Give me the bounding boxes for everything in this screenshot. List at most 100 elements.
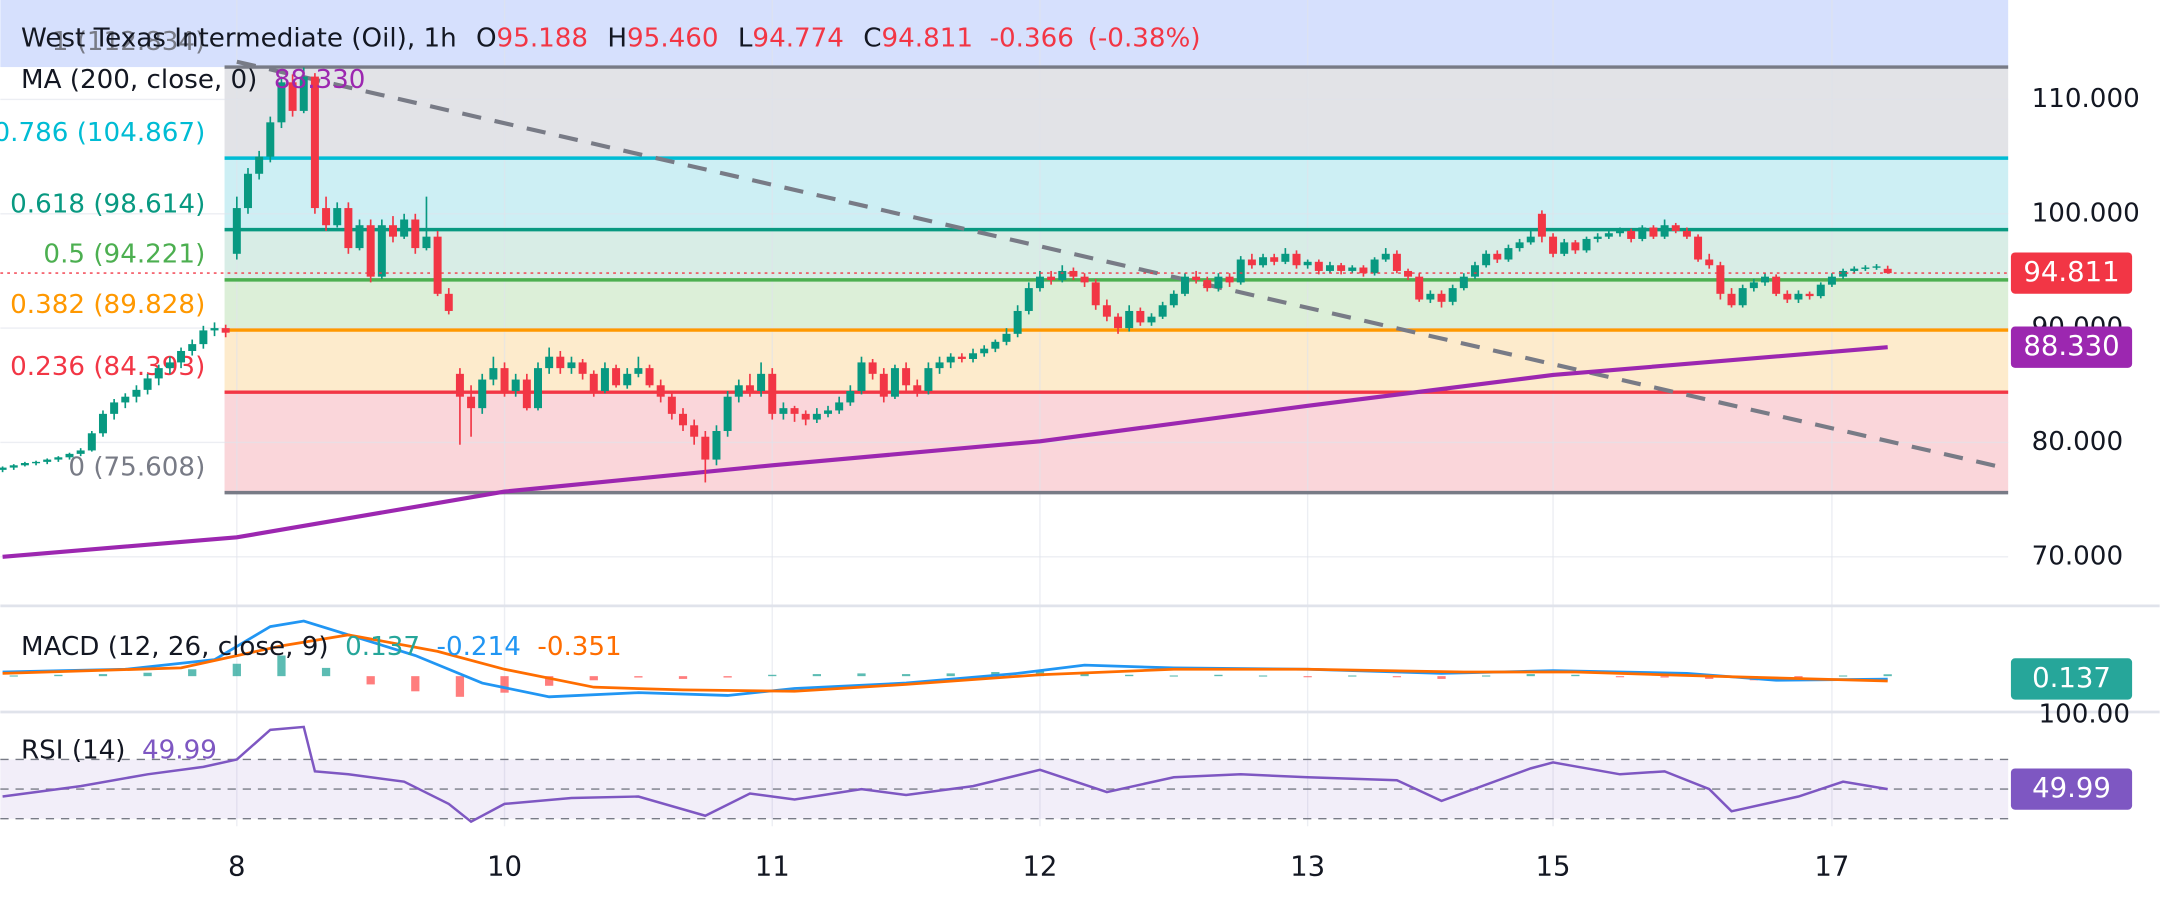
candle-body <box>1649 227 1658 237</box>
candle-body <box>1515 242 1524 249</box>
candle-body <box>701 436 710 460</box>
macd-badge: 0.137 <box>2032 662 2111 694</box>
candle-body <box>1247 259 1256 266</box>
candle-body <box>1292 253 1301 266</box>
candle-body <box>969 353 978 359</box>
signal-line <box>2 633 1888 693</box>
candle-body <box>1437 293 1446 302</box>
macd-histogram-bar <box>455 676 465 697</box>
candle-body <box>1270 257 1279 262</box>
candle-body <box>957 356 966 359</box>
trendline <box>236 59 2009 471</box>
candle-body <box>1214 276 1223 289</box>
candle-body <box>1615 230 1624 234</box>
ohlc-label: L <box>738 23 753 53</box>
macd-histogram-bar <box>634 676 643 678</box>
candle-body <box>1872 266 1881 268</box>
candle-body <box>1169 293 1178 306</box>
candle-body <box>411 219 420 249</box>
x-tick-label: 8 <box>228 851 246 883</box>
x-tick-label: 10 <box>487 851 522 883</box>
candle-body <box>1225 276 1234 283</box>
candle-body <box>1325 265 1334 271</box>
candle-body <box>1426 293 1435 300</box>
y-tick-label: 110.000 <box>2032 84 2140 114</box>
ma-badge: 88.330 <box>2023 330 2119 362</box>
candle-body <box>433 236 442 294</box>
x-tick-label: 17 <box>1814 851 1849 883</box>
candle-body <box>1337 265 1346 271</box>
candle-body <box>902 368 911 386</box>
candle-body <box>991 341 1000 349</box>
macd-badge-background <box>2010 658 2133 700</box>
candle-body <box>679 413 688 426</box>
candle-body <box>344 208 353 249</box>
candle-body <box>656 385 665 397</box>
candle-body <box>1761 276 1769 283</box>
candle-body <box>232 208 241 254</box>
macd-histogram-bar <box>1392 676 1402 678</box>
candle-body <box>9 465 18 468</box>
macd-histogram-bar <box>188 669 197 677</box>
candle-body <box>1136 310 1145 323</box>
candle-body <box>32 461 41 464</box>
change-value: -0.366 <box>990 23 1074 53</box>
candle-body <box>1727 293 1736 306</box>
price-legend: West Texas Intermediate (Oil), 1h O95.188… <box>21 23 1201 53</box>
candle-body <box>1749 282 1758 289</box>
candle-body <box>400 219 409 237</box>
macd-histogram-bar <box>1883 674 1892 677</box>
candle-body <box>422 236 431 249</box>
candle-body <box>556 356 565 369</box>
macd-histogram-bar <box>1169 675 1178 677</box>
candle-body <box>76 450 85 454</box>
price-badge: 94.811 <box>2023 256 2119 288</box>
macd-histogram-bar <box>946 673 955 677</box>
ohlc-label: C <box>863 23 881 53</box>
candle-body <box>534 368 542 409</box>
y-tick-label: 70.000 <box>2032 541 2124 571</box>
candle-body <box>1370 259 1379 274</box>
macd-legend: MACD (12, 26, close, 9) 0.137 -0.214 -0.351 <box>21 632 622 662</box>
candle-body <box>299 76 308 111</box>
candle-body <box>913 385 922 391</box>
candle-body <box>266 122 275 157</box>
candle-body <box>143 378 152 390</box>
macd-histogram-bar <box>9 675 18 677</box>
macd-histogram-bar <box>545 676 554 686</box>
ma-badge-background <box>2010 326 2133 368</box>
candle-body <box>1047 276 1056 281</box>
candle-body <box>1716 265 1725 294</box>
macd-histogram-bar <box>411 676 420 692</box>
candle-body <box>110 402 119 414</box>
fib-zone <box>224 67 2009 159</box>
macd-histogram-value: 0.137 <box>345 632 420 662</box>
candle-body <box>43 459 52 462</box>
fib-level-label: 0.236 (84.393) <box>10 352 205 382</box>
candle-body <box>1259 257 1268 266</box>
candle-body <box>1147 316 1156 323</box>
macd-histogram-bar <box>1838 675 1848 677</box>
ohlc-value: 94.811 <box>882 23 974 53</box>
candle-body <box>322 208 331 226</box>
candle-body <box>478 379 487 409</box>
macd-histogram-bar <box>366 676 375 685</box>
macd-histogram-bar <box>1303 676 1312 678</box>
ohlc-value: 94.774 <box>752 23 844 53</box>
candle-body <box>333 208 342 226</box>
moving-average-line <box>2 345 1888 559</box>
macd-histogram-bar <box>321 667 331 677</box>
candle-body <box>310 76 319 209</box>
candle-body <box>20 463 29 466</box>
candle-body <box>1537 213 1546 237</box>
candle-body <box>98 413 107 434</box>
candle-body <box>623 373 632 386</box>
candle-body <box>1772 276 1781 294</box>
candle-body <box>188 344 197 351</box>
candle-body <box>355 225 364 249</box>
candle-body <box>1682 230 1691 237</box>
ma-name: MA (200, close, 0) <box>21 64 257 94</box>
candle-body <box>1459 276 1468 289</box>
candle-body <box>768 373 777 414</box>
